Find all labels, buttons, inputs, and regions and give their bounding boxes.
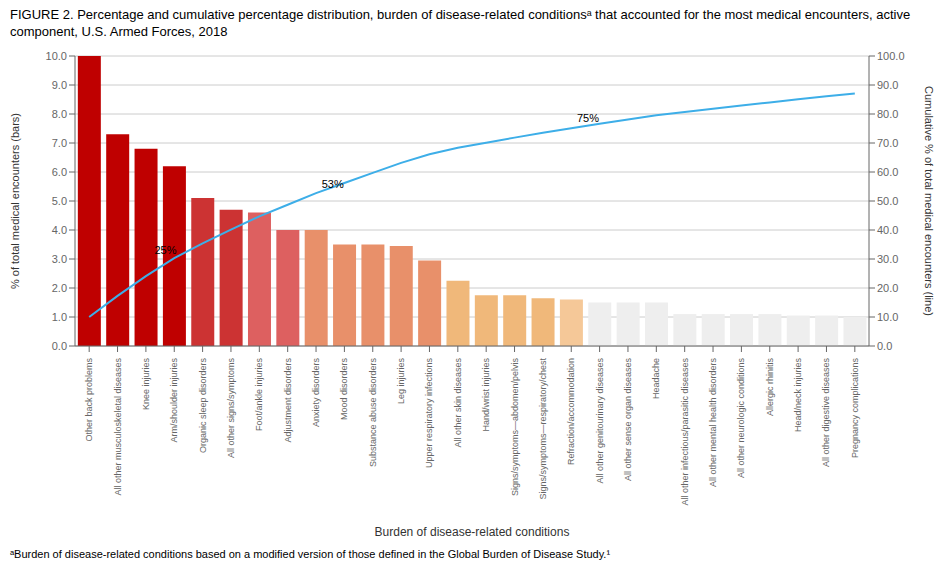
svg-text:Upper respiratory infections: Upper respiratory infections <box>424 358 434 469</box>
svg-text:Burden of disease-related cond: Burden of disease-related conditions <box>375 525 570 539</box>
svg-text:60.0: 60.0 <box>877 166 898 178</box>
svg-text:50.0: 50.0 <box>877 195 898 207</box>
svg-text:Substance abuse disorders: Substance abuse disorders <box>368 358 378 468</box>
svg-text:4.0: 4.0 <box>52 224 67 236</box>
svg-text:Hand/wrist injuries: Hand/wrist injuries <box>481 358 491 432</box>
svg-text:All other sense organ diseases: All other sense organ diseases <box>623 358 633 482</box>
svg-text:10.0: 10.0 <box>46 50 67 62</box>
svg-text:8.0: 8.0 <box>52 108 67 120</box>
svg-text:Organic sleep disorders: Organic sleep disorders <box>198 358 208 454</box>
svg-text:Refraction/accommodation: Refraction/accommodation <box>566 358 576 465</box>
svg-text:All other signs/symptoms: All other signs/symptoms <box>226 358 236 459</box>
svg-text:90.0: 90.0 <box>877 79 898 91</box>
svg-text:30.0: 30.0 <box>877 253 898 265</box>
svg-text:53%: 53% <box>322 178 344 190</box>
svg-text:All other musculoskeletal dise: All other musculoskeletal diseases <box>113 358 123 496</box>
svg-text:All other neurologic condition: All other neurologic conditions <box>736 358 746 479</box>
svg-text:All other infectious/parasitic: All other infectious/parasitic diseases <box>680 358 690 506</box>
html-text:FIGURE 2. Percentage and cumul: FIGURE 2. Percentage and cumulative perc… <box>10 7 911 39</box>
svg-text:2.0: 2.0 <box>52 282 67 294</box>
svg-text:100.0: 100.0 <box>877 50 905 62</box>
html-text:ᵃBurden of disease-related con: ᵃBurden of disease-related conditions ba… <box>10 548 611 560</box>
svg-text:Knee injuries: Knee injuries <box>141 358 151 411</box>
svg-text:10.0: 10.0 <box>877 311 898 323</box>
svg-text:6.0: 6.0 <box>52 166 67 178</box>
svg-text:40.0: 40.0 <box>877 224 898 236</box>
svg-text:All other skin diseases: All other skin diseases <box>453 358 463 448</box>
svg-text:Anxiety disorders: Anxiety disorders <box>311 358 321 428</box>
svg-text:% of total medical encounters: % of total medical encounters (bars) <box>9 113 21 289</box>
svg-text:1.0: 1.0 <box>52 311 67 323</box>
svg-text:5.0: 5.0 <box>52 195 67 207</box>
svg-text:25%: 25% <box>154 244 176 256</box>
svg-text:Signs/symptoms—abdomen/pelvis: Signs/symptoms—abdomen/pelvis <box>510 358 520 497</box>
svg-text:Mood disorders: Mood disorders <box>339 358 349 421</box>
svg-text:70.0: 70.0 <box>877 137 898 149</box>
svg-text:Signs/symptoms—respiratory/che: Signs/symptoms—respiratory/chest <box>538 358 548 500</box>
svg-text:Headache: Headache <box>651 358 661 399</box>
svg-text:80.0: 80.0 <box>877 108 898 120</box>
svg-text:Other back problems: Other back problems <box>84 358 94 442</box>
svg-text:Head/neck injuries: Head/neck injuries <box>793 358 803 433</box>
svg-text:9.0: 9.0 <box>52 79 67 91</box>
svg-text:Adjustment disorders: Adjustment disorders <box>283 358 293 443</box>
svg-text:Pregnancy complications: Pregnancy complications <box>850 358 860 459</box>
svg-text:0.0: 0.0 <box>877 340 892 352</box>
svg-text:75%: 75% <box>577 112 599 124</box>
svg-text:Arm/shoulder injuries: Arm/shoulder injuries <box>169 358 179 443</box>
svg-text:All other mental health disord: All other mental health disorders <box>708 358 718 488</box>
svg-text:20.0: 20.0 <box>877 282 898 294</box>
svg-text:All other genitourinary diseas: All other genitourinary diseases <box>595 358 605 484</box>
svg-text:3.0: 3.0 <box>52 253 67 265</box>
svg-text:7.0: 7.0 <box>52 137 67 149</box>
svg-text:Allergic rhinitis: Allergic rhinitis <box>765 358 775 417</box>
svg-text:All other digestive diseases: All other digestive diseases <box>821 358 831 468</box>
svg-text:Foot/ankle injuries: Foot/ankle injuries <box>254 358 264 432</box>
svg-text:Cumulative % of total medical: Cumulative % of total medical encounters… <box>923 86 935 316</box>
svg-text:0.0: 0.0 <box>52 340 67 352</box>
svg-text:Leg injuries: Leg injuries <box>396 358 406 405</box>
